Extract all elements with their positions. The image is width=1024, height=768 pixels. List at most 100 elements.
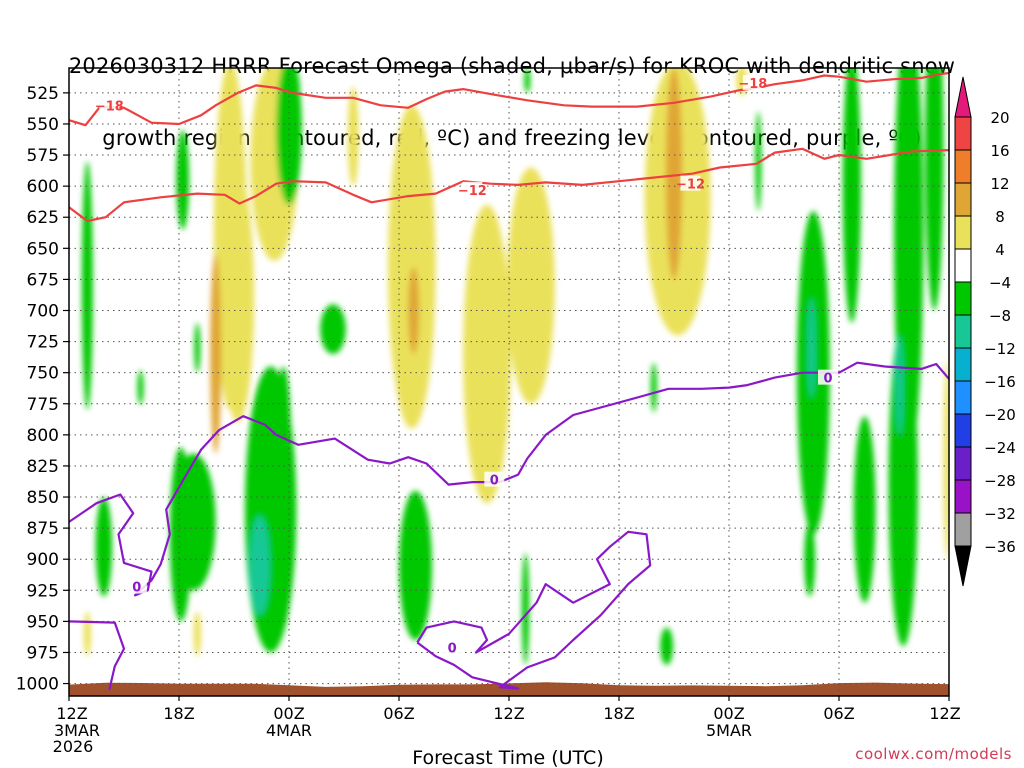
y-tick-label-525: 525	[27, 84, 59, 104]
contour-label-bg-3	[680, 175, 701, 191]
colorbar-swatch-7	[954, 347, 972, 382]
contour-label-bg-6	[126, 578, 147, 594]
omega-region-13	[408, 266, 420, 355]
x-axis-label: Forecast Time (UTC)	[412, 747, 603, 768]
terrain-ground	[69, 682, 949, 696]
omega-region-38	[888, 322, 918, 647]
y-tick-label-950: 950	[27, 612, 59, 632]
contour-label-5: 0	[823, 372, 832, 387]
omega-region-39	[925, 68, 944, 311]
y-tick-label-875: 875	[27, 519, 59, 539]
x-tick-label-0: 12Z	[56, 704, 87, 723]
x-tick-label-42: 06Z	[823, 704, 854, 723]
omega-region-28	[521, 552, 530, 665]
omega-region-12	[210, 254, 222, 454]
omega-region-35	[842, 68, 861, 323]
omega-region-9	[943, 360, 949, 560]
colorbar-swatch-12	[954, 512, 972, 547]
y-tick-label-900: 900	[27, 550, 59, 570]
x-tick-label-6: 18Z	[163, 704, 194, 723]
colorbar-label-0: 20	[990, 109, 1009, 127]
colorbar-swatch-9	[954, 413, 972, 448]
colorbar-label-5: −4	[989, 274, 1011, 292]
colorbar-label-10: −24	[984, 439, 1016, 457]
x-tick-date-12: 4MAR	[266, 721, 312, 740]
y-tick-label-800: 800	[27, 426, 59, 446]
y-tick-label-850: 850	[27, 488, 59, 508]
contour-line-1	[69, 147, 949, 223]
y-tick-label-650: 650	[27, 239, 59, 259]
y-tick-label-925: 925	[27, 581, 59, 601]
omega-region-34	[804, 521, 816, 597]
omega-region-4	[388, 105, 436, 429]
contour-label-6: 0	[132, 581, 141, 596]
contour-line-0	[69, 71, 949, 127]
omega-region-15	[81, 161, 93, 410]
colorbar-label-8: −16	[984, 373, 1016, 391]
y-tick-label-825: 825	[27, 457, 59, 477]
colorbar-swatch-10	[954, 446, 972, 481]
chart-title-line-1: 2026030312 HRRR Forecast Omega (shaded, …	[68, 54, 956, 78]
colorbar: 20 16 12 8 4 −4 −8 −12 −16 −20 −24 −28 −32 −36	[954, 76, 1016, 587]
omega-region-14	[665, 68, 683, 280]
colorbar-label-9: −20	[984, 406, 1016, 424]
x-tick-date-0: 3MAR	[54, 721, 100, 740]
colorbar-swatch-0	[954, 116, 972, 151]
omega-region-6	[507, 167, 555, 404]
x-tick-label-30: 18Z	[603, 704, 634, 723]
omega-region-3	[347, 86, 359, 187]
colorbar-label-6: −8	[989, 307, 1011, 325]
contour-label-4: 0	[490, 474, 499, 489]
y-tick-label-625: 625	[27, 208, 59, 228]
omega-region-18	[176, 130, 190, 230]
contour-label-bg-2	[462, 181, 483, 197]
y-tick-label-725: 725	[27, 333, 59, 353]
y-tick-label-750: 750	[27, 364, 59, 384]
colorbar-label-11: −28	[984, 472, 1016, 490]
contour-line-3	[69, 620, 126, 691]
y-tick-label-575: 575	[27, 146, 59, 166]
omega-region-31	[660, 627, 674, 665]
colorbar-label-13: −36	[984, 538, 1016, 556]
omega-shading	[81, 68, 949, 665]
colorbar-swatch-3	[954, 215, 972, 250]
colorbar-label-7: −12	[984, 340, 1016, 358]
contour-label-bg-4	[484, 471, 505, 487]
contour-layer: −18 −18 −12 −12 0 0 0 0	[69, 71, 949, 691]
omega-region-10	[193, 611, 201, 657]
x-tick-label-24: 12Z	[493, 704, 524, 723]
omega-region-11	[83, 611, 92, 657]
y-tick-label-775: 775	[27, 395, 59, 415]
contour-label-bg-1	[742, 74, 763, 90]
omega-region-36	[853, 416, 876, 603]
colorbar-swatch-1	[954, 149, 972, 184]
omega-region-29	[524, 68, 531, 93]
colorbar-label-2: 12	[990, 175, 1009, 193]
contour-label-1: −18	[738, 77, 767, 92]
y-tick-label-550: 550	[27, 115, 59, 135]
omega-region-21	[194, 322, 201, 373]
terrain-layer	[69, 682, 949, 696]
colorbar-label-1: 16	[990, 142, 1009, 160]
contour-label-bg-7	[442, 639, 463, 655]
omega-region-41	[807, 298, 816, 398]
y-tick-label-975: 975	[27, 643, 59, 663]
y-tick-label-600: 600	[27, 177, 59, 197]
omega-region-26	[320, 304, 346, 355]
colorbar-top-arrow	[954, 76, 972, 118]
omega-region-20	[169, 447, 192, 622]
x-tick-label-18: 06Z	[383, 704, 414, 723]
x-tick-year-0: 2026	[53, 737, 94, 756]
y-tick-label-675: 675	[27, 270, 59, 290]
colorbar-label-12: −32	[984, 505, 1016, 523]
colorbar-swatch-2	[954, 182, 972, 217]
omega-region-30	[650, 362, 657, 413]
omega-region-40	[249, 515, 270, 616]
colorbar-swatch-4	[954, 248, 972, 283]
y-tick-label-1000: 1000	[16, 675, 59, 695]
omega-region-1	[221, 173, 255, 423]
colorbar-swatch-6	[954, 314, 972, 349]
y-tick-label-700: 700	[27, 301, 59, 321]
